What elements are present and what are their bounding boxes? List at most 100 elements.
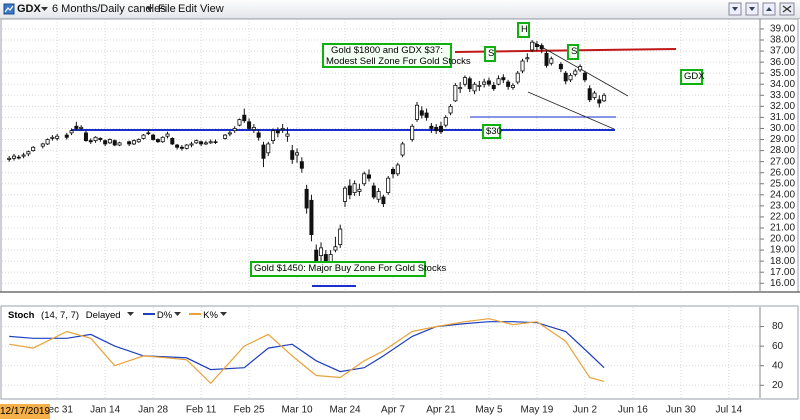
candle-body [266,143,271,154]
candle-body [136,139,141,143]
dropdown-arrow [41,7,48,11]
menu-item[interactable]: View [200,3,224,15]
candle-body [175,144,180,148]
y-tick-label: 24.00 [770,189,795,200]
y-tick-label: 32.00 [770,101,795,112]
candle-body [213,141,218,143]
candle-body [247,121,252,129]
candle-body [160,136,165,143]
annotation: S [567,44,579,60]
y-tick-label: 16.00 [770,278,795,289]
indicator-params: (14, 7, 7) [41,310,80,321]
candle-body [74,125,79,129]
candle-body [103,140,108,145]
candle-body [602,94,607,102]
y-tick-label: 37.00 [770,46,795,57]
candle-body [386,177,391,193]
candle-body [280,128,285,130]
app-icon [3,3,15,15]
candle-body [429,125,434,129]
x-tick-label: Jun 30 [666,405,696,416]
grid [2,19,760,398]
stoch-panel-frame [0,305,799,400]
candle-body [45,139,50,145]
candle-body [199,141,204,145]
candle-body [275,130,280,134]
legend-label: D% [156,310,173,321]
candle-body [79,126,84,129]
y-tick-label: 40 [772,360,784,371]
candle-body [525,57,530,60]
symbol-label: GDX [680,69,705,85]
candle-body [472,83,477,92]
candle-body [410,125,415,140]
indicator-header: Stoch (14, 7, 7) Delayed D% K% [8,310,239,321]
period-menu[interactable]: 6 Months/Daily candles [52,3,166,15]
x-tick-label: May 5 [475,405,503,416]
candle-body [424,112,429,118]
candles [7,40,607,276]
candle-body [98,138,103,140]
candle-body [155,139,160,143]
y-tick-label: 25.00 [770,178,795,189]
candle-body [362,173,367,185]
dropdown-arrow-shape [174,312,182,316]
candle-body [467,78,472,90]
indicator-mode[interactable]: Delayed [85,310,121,321]
candle-body [40,143,45,147]
trend-line [527,91,615,130]
candle-body [434,126,439,132]
menu-item[interactable]: Edit [178,3,197,15]
candle-body [189,143,194,146]
candle-body [414,104,419,121]
symbol-menu[interactable]: GDX [17,3,41,15]
x-tick-label: May 19 [521,405,554,416]
x-tick-label: Jun 16 [618,405,648,416]
y-tick-label: 28.00 [770,145,795,156]
y-tick-label: 60 [772,341,784,352]
candle-body [179,146,184,149]
candle-body [285,133,290,137]
legend-label: K% [203,310,218,321]
candle-body [443,117,448,126]
candle-body [194,140,199,144]
candle-body [112,140,117,146]
candle-body [88,140,93,143]
candle-body [55,135,60,139]
candle-body [510,84,515,88]
candle-body [295,152,300,156]
menu-item[interactable]: File [158,3,176,15]
y-tick-label: 39.00 [770,24,795,35]
candle-body [371,185,376,198]
candle-body [242,114,247,122]
y-tick-label: 29.00 [770,134,795,145]
y-tick-label: 34.00 [770,79,795,90]
y-tick-label: 21.00 [770,223,795,234]
candle-body [534,44,539,48]
legend-swatch [142,313,155,315]
annotation-text: S [488,48,495,59]
y-tick-label: 19.00 [770,245,795,256]
stoch-line [9,318,605,385]
candle-body [462,77,467,85]
candle-body [592,92,597,98]
dropdown-arrow-shape [219,312,227,316]
candle-body [582,72,587,81]
y-tick-label: 35.00 [770,68,795,79]
y-tick-label: 38.00 [770,35,795,46]
annotation-text: Modest Sell Zone For Gold Stocks [326,56,471,67]
annotation-text: Gold $1450: Major Buy Zone For Gold Stoc… [254,263,447,274]
legend-swatch [189,313,202,315]
candle-body [381,196,386,205]
candle-body [357,188,362,192]
candle-body [16,156,21,159]
toolbar: GDX 6 Months/Daily candles File Edit Vie… [0,0,800,19]
candle-body [400,143,405,156]
candle-body [26,151,31,155]
candle-body [165,133,170,137]
y-tick-label: 17.00 [770,267,795,278]
candle-body [573,70,578,75]
candle-body [319,247,324,257]
candle-body [131,140,136,145]
candle-body [261,144,266,159]
